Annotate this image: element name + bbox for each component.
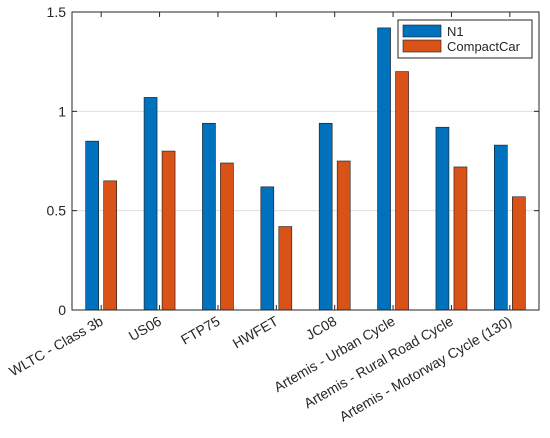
bar-n1 <box>435 126 450 311</box>
legend-label: CompactCar <box>447 39 521 54</box>
x-tick-labels: WLTC - Class 3b US06 FTP75 HWFET JC08Artemis… <box>6 313 514 425</box>
bar-n1 <box>143 97 158 311</box>
legend-swatch <box>402 39 442 53</box>
bar-n1 <box>260 186 275 311</box>
bar-n1 <box>377 27 391 311</box>
y-tick-label: 0.5 <box>47 203 67 219</box>
y-tick-label: 1.5 <box>47 4 67 20</box>
bar-compactcar <box>336 160 351 311</box>
bar-compactcar <box>220 162 234 311</box>
x-tick-label: FTP75 <box>178 313 223 348</box>
bar-compactcar <box>161 150 176 311</box>
tick-marks <box>72 11 539 311</box>
bars <box>85 27 526 311</box>
x-tick-label: JC08 <box>303 313 339 343</box>
bar-compactcar <box>512 196 526 311</box>
bar-compactcar <box>395 71 409 311</box>
bar-n1 <box>318 122 333 311</box>
plot-frame <box>71 11 540 311</box>
x-tick-label: HWFET <box>230 313 281 352</box>
bar-n1 <box>494 144 508 311</box>
legend-swatch <box>402 24 442 38</box>
legend-label: N1 <box>447 24 464 39</box>
x-tick-label: US06 <box>126 313 165 344</box>
bar-compactcar <box>103 180 117 311</box>
bar-compactcar <box>278 226 293 311</box>
bar-n1 <box>202 122 216 311</box>
y-tick-labels: 0 0.5 1 1.5 <box>47 4 67 318</box>
bar-compactcar <box>453 166 468 311</box>
y-tick-label: 0 <box>58 302 66 318</box>
y-tick-label: 1 <box>58 103 66 119</box>
bar-n1 <box>85 140 99 311</box>
x-tick-label: WLTC - Class 3b <box>6 313 106 380</box>
